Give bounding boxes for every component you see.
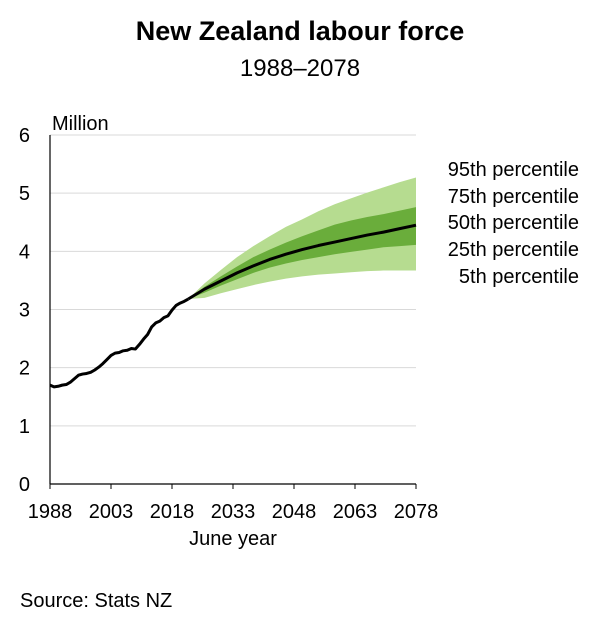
y-tick-label: 5 xyxy=(19,183,30,205)
chart-subtitle: 1988–2078 xyxy=(240,55,360,82)
source-note: Source: Stats NZ xyxy=(20,590,172,612)
y-tick-label: 4 xyxy=(19,241,30,263)
axes xyxy=(49,135,417,489)
y-tick-label: 1 xyxy=(19,416,30,438)
legend-entry: 75th percentile xyxy=(448,186,579,208)
gridlines xyxy=(50,134,416,427)
series-lines xyxy=(49,223,417,389)
chart-title: New Zealand labour force xyxy=(136,16,465,46)
x-tick-label: 1988 xyxy=(28,501,73,523)
x-tick-label: 2063 xyxy=(333,501,378,523)
y-tick-labels: 0 1 2 3 4 5 6 xyxy=(19,125,30,496)
legend: 95th percentile 75th percentile 50th perce… xyxy=(448,159,579,288)
y-axis-label: Million xyxy=(52,113,109,135)
x-tick-label: 2003 xyxy=(89,501,134,523)
y-tick-label: 3 xyxy=(19,300,30,322)
x-tick-label: 2048 xyxy=(272,501,317,523)
legend-entry: 25th percentile xyxy=(448,239,579,261)
band-25th-75th-percentile xyxy=(188,207,416,300)
legend-entry: 5th percentile xyxy=(459,266,579,288)
historical-line xyxy=(49,297,190,389)
median-projection-line xyxy=(187,223,417,301)
y-tick-label: 2 xyxy=(19,358,30,380)
y-tick-label: 6 xyxy=(19,125,30,147)
y-tick-label: 0 xyxy=(19,474,30,496)
legend-entry: 50th percentile xyxy=(448,212,579,234)
x-tick-label: 2078 xyxy=(394,501,439,523)
x-axis-label: June year xyxy=(189,528,277,550)
x-tick-label: 2018 xyxy=(150,501,195,523)
x-tick-label: 2033 xyxy=(211,501,256,523)
x-tick-labels: 1988 2003 2018 2033 2048 2063 2078 xyxy=(28,501,439,523)
legend-entry: 95th percentile xyxy=(448,159,579,181)
